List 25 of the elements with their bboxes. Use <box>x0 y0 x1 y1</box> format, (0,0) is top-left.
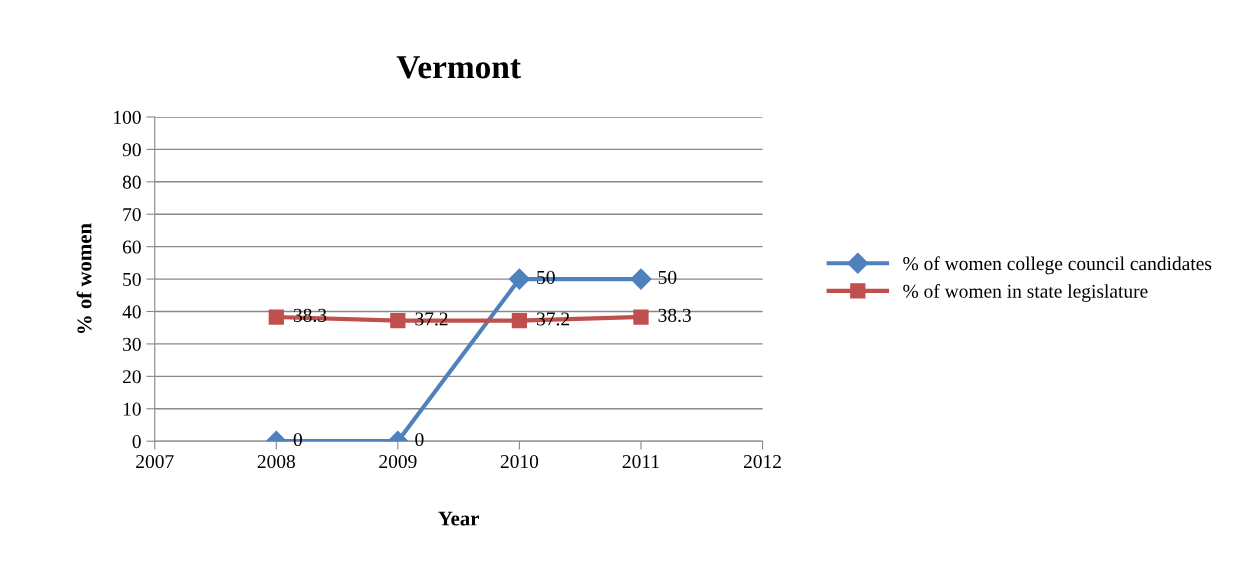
y-tick-label: 20 <box>122 370 141 384</box>
y-tick-label: 10 <box>123 402 141 416</box>
x-tick-label: 2008 <box>257 454 296 469</box>
y-tick-label: 70 <box>123 208 141 222</box>
y-tick-label: 60 <box>122 240 141 254</box>
data-label: 38.3 <box>658 308 691 322</box>
y-tick-label: 30 <box>123 337 141 351</box>
legend-label: % of women college council candidates <box>903 256 1212 275</box>
x-tick-label: 2007 <box>136 454 174 469</box>
y-axis-title: % of women <box>76 223 92 334</box>
data-label: 0 <box>415 432 424 447</box>
y-tick-label: 50 <box>123 272 141 287</box>
x-tick-label: 2012 <box>743 454 781 469</box>
y-tick-label: 90 <box>122 143 141 157</box>
data-label: 50 <box>658 270 677 284</box>
y-tick-label: 40 <box>122 305 141 319</box>
x-axis-title: Year <box>438 511 480 526</box>
x-tick-label: 2009 <box>379 454 417 469</box>
legend-label: % of women in state legislature <box>903 283 1148 302</box>
y-tick-label: 80 <box>122 175 141 189</box>
chart-title: Vermont <box>396 56 521 79</box>
y-tick-label: 0 <box>132 435 141 449</box>
x-tick-label: 2011 <box>622 454 659 469</box>
x-tick-label: 2010 <box>500 454 539 469</box>
y-tick-label: 100 <box>114 110 141 124</box>
